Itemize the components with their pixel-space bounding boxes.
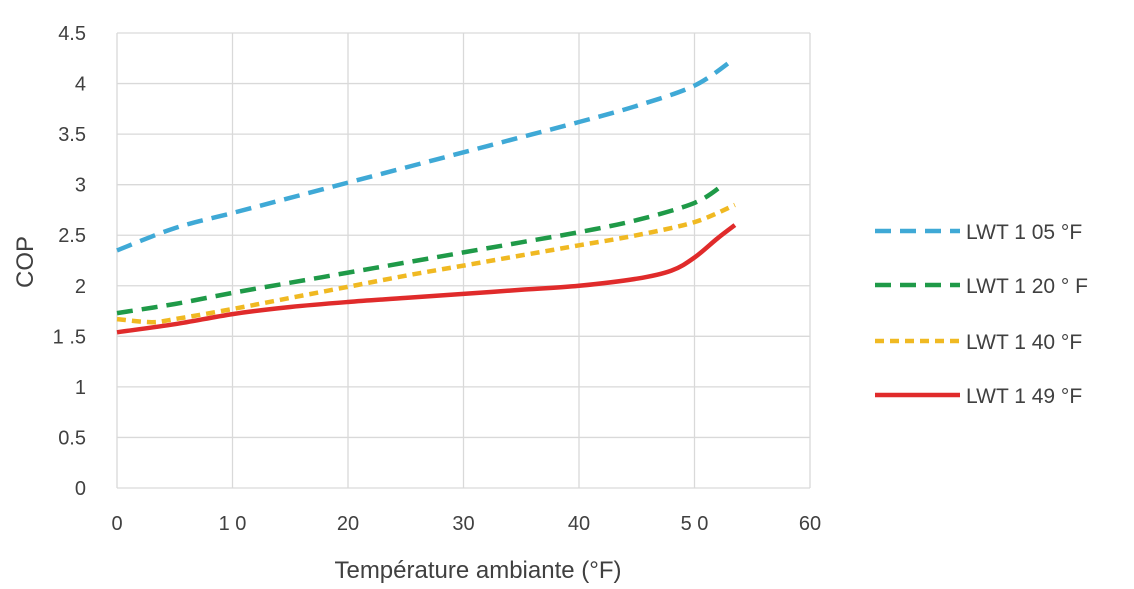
y-tick-label: 4.5 — [58, 23, 86, 45]
y-tick-label: 0.5 — [58, 427, 86, 449]
legend-label-1: LWT 1 20 ° F — [966, 275, 1088, 298]
x-tick-label: 20 — [337, 513, 359, 535]
legend: LWT 1 05 °F LWT 1 20 ° F LWT 1 40 °F LWT 1 … — [875, 221, 1088, 408]
legend-label-0: LWT 1 05 °F — [966, 221, 1082, 244]
x-tick-label: 5 0 — [681, 513, 709, 535]
series-line-2 — [116, 202, 736, 325]
series-line-3 — [116, 223, 737, 335]
y-tick-label: 4 — [75, 74, 86, 96]
x-tick-label: 40 — [568, 513, 590, 535]
x-tick-label: 1 0 — [219, 513, 247, 535]
x-tick-label: 0 — [111, 513, 122, 535]
legend-label-2: LWT 1 40 °F — [966, 331, 1082, 354]
y-tick-label: 1 .5 — [53, 326, 86, 348]
series-line-0 — [116, 56, 737, 253]
x-tick-label: 60 — [799, 513, 821, 535]
x-tick-label: 30 — [452, 513, 474, 535]
x-axis-title: Température ambiante (°F) — [334, 557, 621, 584]
series-line-1 — [116, 182, 725, 316]
y-tick-label: 2.5 — [58, 225, 86, 247]
y-tick-label: 2 — [75, 276, 86, 298]
series-lines — [116, 56, 737, 335]
y-tick-label: 3.5 — [58, 124, 86, 146]
y-tick-label: 0 — [75, 478, 86, 500]
grid-lines — [116, 32, 811, 489]
y-tick-label: 1 — [75, 377, 86, 399]
y-axis-title: COP — [12, 236, 39, 288]
legend-label-3: LWT 1 49 °F — [966, 385, 1082, 408]
y-tick-labels: 0 0.5 1 1 .5 2 2.5 3 3.5 4 4.5 — [53, 23, 86, 500]
y-tick-label: 3 — [75, 175, 86, 197]
x-tick-labels: 0 1 0 20 30 40 5 0 60 — [111, 513, 821, 535]
